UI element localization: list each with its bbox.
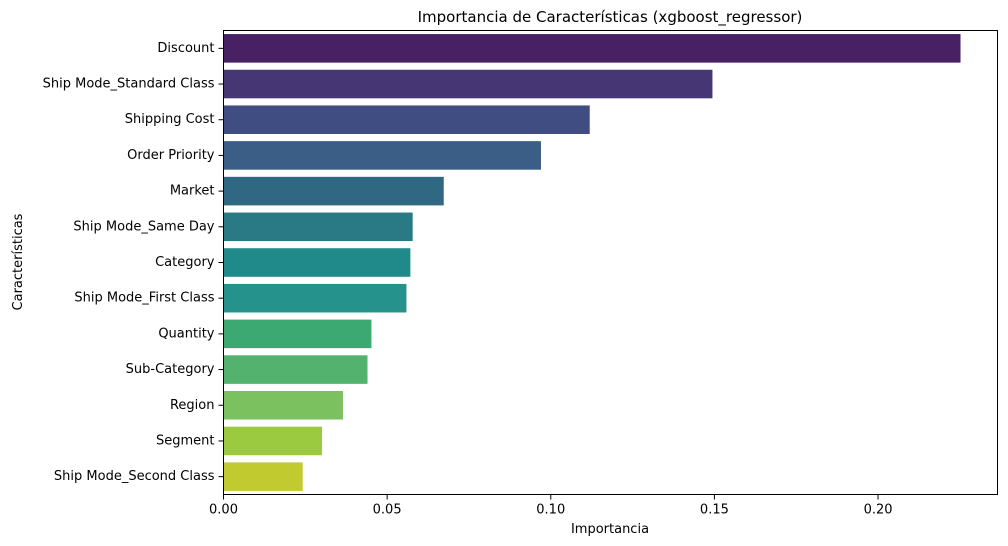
bar-quantity (223, 319, 372, 349)
y-tick-label: Shipping Cost (125, 112, 215, 127)
y-tick-label: Segment (156, 433, 215, 448)
y-tick-label: Ship Mode_Standard Class (43, 77, 215, 92)
bar-sub-category (223, 355, 368, 384)
chart-title: Importancia de Características (xgboost_… (418, 8, 803, 27)
y-tick-label: Category (155, 255, 215, 270)
x-tick-label: 0.00 (209, 503, 238, 518)
bar-ship-mode-second-class (223, 462, 303, 491)
bar-ship-mode-standard-class (223, 69, 713, 99)
y-tick-label: Ship Mode_Same Day (73, 219, 214, 234)
y-tick-label: Sub-Category (126, 362, 215, 377)
y-tick-label: Quantity (158, 326, 214, 341)
bar-market (223, 176, 444, 206)
y-tick-label: Region (170, 398, 215, 413)
x-tick-label: 0.15 (700, 503, 729, 518)
bar-category (223, 248, 411, 277)
y-tick-label: Ship Mode_Second Class (54, 469, 215, 484)
y-tick-label: Order Priority (127, 148, 215, 163)
x-tick-label: 0.20 (864, 503, 893, 518)
bar-order-priority (223, 141, 541, 170)
bar-ship-mode-same-day (223, 212, 413, 242)
y-tick-label: Market (170, 184, 215, 199)
y-tick-label: Discount (157, 41, 214, 56)
y-tick-label: Ship Mode_First Class (74, 291, 214, 306)
x-axis-label: Importancia (571, 522, 649, 537)
bar-region (223, 390, 343, 420)
bar-discount (223, 34, 961, 63)
bar-shipping-cost (223, 105, 590, 135)
bar-segment (223, 426, 323, 456)
bar-ship-mode-first-class (223, 283, 407, 313)
x-tick-label: 0.05 (373, 503, 402, 518)
y-axis-ticks: Discount Ship Mode_Standard Class Shipping… (43, 41, 224, 484)
x-tick-label: 0.10 (536, 503, 565, 518)
y-axis-label: Características (11, 213, 26, 310)
bars-group (223, 34, 961, 491)
plot-frame (223, 30, 998, 495)
x-axis-ticks: 0.00 0.05 0.10 0.15 0.20 (209, 494, 893, 518)
